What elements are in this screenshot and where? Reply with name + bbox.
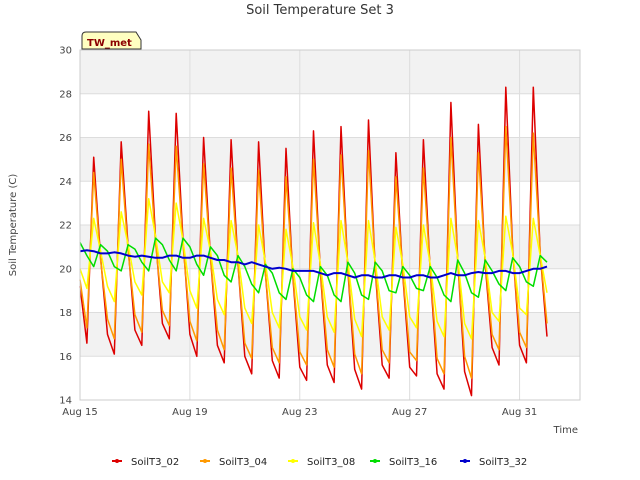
y-axis-ticks: 14 16 18 20 22 24 26 28 30 — [59, 46, 72, 407]
y-tick-label: 14 — [59, 396, 72, 407]
series-line-soilt3-08 — [79, 198, 548, 340]
station-badge-box — [81, 31, 142, 50]
plot-frame — [79, 49, 581, 401]
legend-marker — [115, 459, 119, 463]
station-badge-label: TW_met — [87, 38, 132, 49]
plot-band — [80, 312, 580, 357]
y-tick-label: 16 — [59, 352, 72, 363]
y-tick-label: 26 — [59, 133, 72, 144]
x-axis-label: Time — [553, 425, 578, 436]
x-tick-label: Aug 27 — [392, 407, 427, 418]
y-tick-label: 24 — [59, 177, 72, 188]
y-tick-label: 28 — [59, 89, 72, 100]
chart-title: Soil Temperature Set 3 — [246, 3, 394, 18]
x-tick-label: Aug 31 — [502, 407, 537, 418]
plot-band — [80, 50, 580, 94]
legend-label: SoilT3_16 — [389, 457, 437, 468]
series-line-soilt3-04 — [79, 125, 548, 379]
plot-band — [80, 181, 580, 225]
plot-band — [80, 137, 580, 182]
y-tick-label: 22 — [59, 221, 72, 232]
legend-label: SoilT3_04 — [219, 457, 267, 468]
legend-label: SoilT3_08 — [307, 457, 355, 468]
plot-band — [80, 356, 580, 400]
y-axis-label: Soil Temperature (C) — [8, 174, 19, 277]
x-axis-ticks: Aug 15 Aug 19 Aug 23 Aug 27 Aug 31 — [62, 407, 537, 418]
y-tick-label: 18 — [59, 308, 72, 319]
chart-legend: SoilT3_02 SoilT3_04 SoilT3_08 SoilT3_16 Soil… — [112, 457, 527, 468]
legend-marker — [291, 459, 295, 463]
y-tick-label: 30 — [59, 46, 72, 57]
legend-label: SoilT3_32 — [479, 457, 527, 468]
legend-marker — [203, 459, 207, 463]
series-lines — [79, 86, 548, 397]
plot-band — [80, 268, 580, 313]
x-tick-label: Aug 19 — [172, 407, 207, 418]
station-badge: TW_met — [81, 31, 142, 50]
x-tick-label: Aug 15 — [62, 407, 97, 418]
legend-marker — [463, 459, 467, 463]
plot-background — [80, 50, 580, 400]
legend-label: SoilT3_02 — [131, 457, 179, 468]
plot-band — [80, 93, 580, 138]
series-line-soilt3-16 — [79, 237, 548, 303]
legend-marker — [373, 459, 377, 463]
y-tick-label: 20 — [59, 264, 72, 275]
x-tick-label: Aug 23 — [282, 407, 317, 418]
series-line-soilt3-32 — [79, 249, 548, 279]
